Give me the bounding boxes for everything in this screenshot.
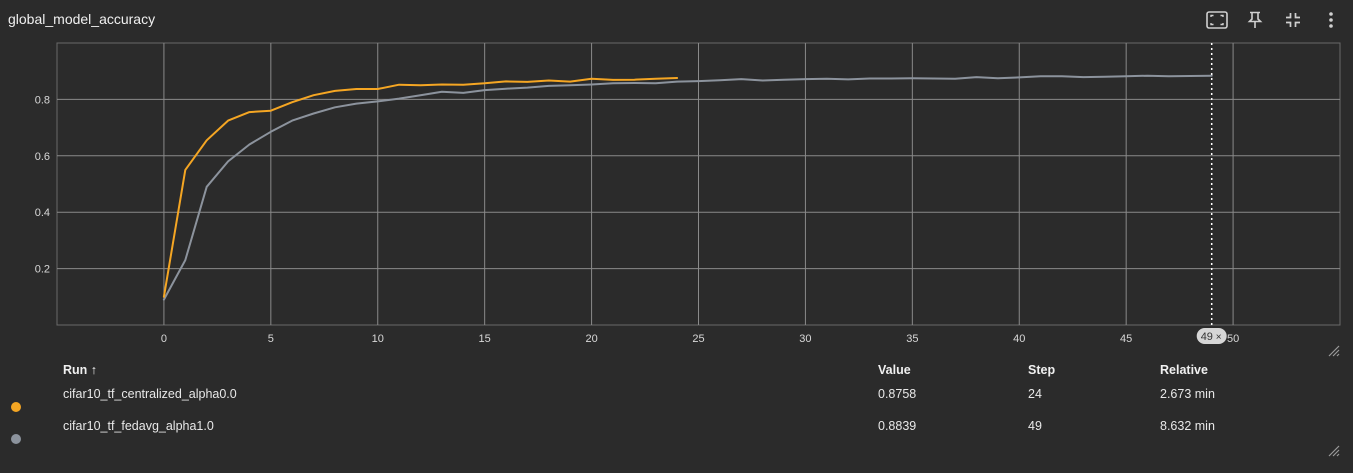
- collapse-icon: [1286, 13, 1300, 27]
- column-header-step[interactable]: Step: [1028, 363, 1056, 377]
- run-value: 0.8758: [878, 387, 917, 401]
- y-tick-label: 0.2: [35, 264, 50, 276]
- x-tick-label: 10: [372, 333, 384, 345]
- column-header-run[interactable]: Run ↑: [63, 363, 98, 377]
- run-step: 49: [1028, 419, 1042, 433]
- run-relative: 8.632 min: [1160, 419, 1215, 433]
- table-resize-grip-icon[interactable]: [1326, 443, 1340, 457]
- table-row[interactable]: cifar10_tf_centralized_alpha0.0 0.8758 2…: [0, 378, 1353, 412]
- hover-badge-bg: [1196, 328, 1227, 344]
- x-tick-label: 35: [906, 333, 918, 345]
- x-tick-label: 5: [268, 333, 274, 345]
- series-line-cifar10_tf_centralized_alpha0.0: [162, 77, 679, 298]
- more-vert-icon: [1329, 12, 1333, 28]
- more-options-button[interactable]: [1319, 8, 1343, 32]
- fit-to-data-icon: [1206, 11, 1228, 29]
- x-tick-label: 20: [585, 333, 597, 345]
- hover-step-badge[interactable]: 49 ×: [1196, 328, 1227, 344]
- x-tick-label: 30: [799, 333, 811, 345]
- x-tick-label: 40: [1013, 333, 1025, 345]
- line-chart[interactable]: 0 5 10 15 20 25 30 35 40 45 50 0.2 0.4 0.6 0.8 49 ×: [0, 36, 1353, 356]
- chart-hover-marker: 49 ×: [1196, 43, 1227, 344]
- pin-button[interactable]: [1243, 8, 1267, 32]
- chart-axes: 0 5 10 15 20 25 30 35 40 45 50 0.2 0.4 0.6 0.8: [35, 94, 1240, 345]
- x-tick-label: 50: [1227, 333, 1239, 345]
- column-header-relative[interactable]: Relative: [1160, 363, 1208, 377]
- pin-icon: [1247, 11, 1263, 28]
- series-color-dot: [11, 434, 21, 444]
- series-line-cifar10_tf_fedavg_alpha1.0: [162, 74, 1213, 301]
- y-tick-label: 0.8: [35, 94, 50, 106]
- run-name: cifar10_tf_fedavg_alpha1.0: [63, 419, 214, 433]
- chart-resize-grip-icon[interactable]: [1326, 343, 1340, 357]
- column-header-value[interactable]: Value: [878, 363, 911, 377]
- close-icon[interactable]: ×: [1216, 332, 1222, 343]
- x-tick-label: 0: [161, 333, 167, 345]
- chart-card-title: global_model_accuracy: [8, 11, 156, 27]
- run-relative: 2.673 min: [1160, 387, 1215, 401]
- y-tick-label: 0.6: [35, 151, 50, 163]
- series-color-dot: [11, 402, 21, 412]
- x-tick-label: 25: [692, 333, 704, 345]
- chart-grid: [56, 42, 1341, 326]
- run-step: 24: [1028, 387, 1042, 401]
- x-tick-label: 15: [479, 333, 491, 345]
- x-tick-label: 45: [1120, 333, 1132, 345]
- chart-series: [162, 74, 1213, 301]
- fit-to-data-button[interactable]: [1205, 8, 1229, 32]
- hover-step-label: 49: [1201, 331, 1213, 343]
- run-name: cifar10_tf_centralized_alpha0.0: [63, 387, 237, 401]
- card-toolbar: [1205, 8, 1343, 32]
- collapse-button[interactable]: [1281, 8, 1305, 32]
- run-value: 0.8839: [878, 419, 917, 433]
- table-row[interactable]: cifar10_tf_fedavg_alpha1.0 0.8839 49 8.6…: [0, 410, 1353, 444]
- y-tick-label: 0.4: [35, 207, 50, 219]
